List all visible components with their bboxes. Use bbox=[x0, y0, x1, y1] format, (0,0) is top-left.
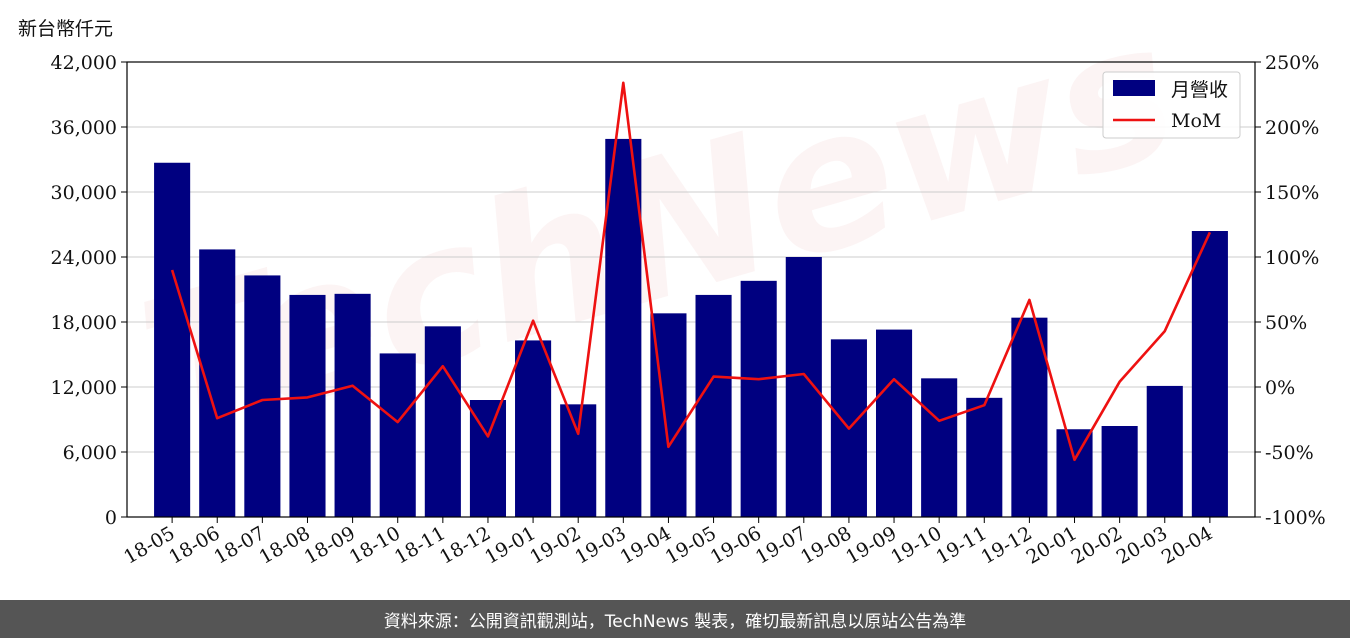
legend-bar-label: 月營收 bbox=[1171, 79, 1228, 101]
right-tick-label: 150% bbox=[1265, 182, 1319, 204]
left-tick-label: 12,000 bbox=[51, 377, 117, 399]
revenue-bar bbox=[966, 397, 1003, 517]
right-tick-label: 100% bbox=[1265, 247, 1319, 269]
left-tick-label: 18,000 bbox=[51, 312, 117, 334]
right-tick-label: 200% bbox=[1265, 117, 1319, 139]
legend-bar-swatch bbox=[1113, 80, 1155, 96]
legend: 月營收 MoM bbox=[1102, 71, 1241, 139]
x-tick-label: 20-04 bbox=[1158, 522, 1216, 568]
right-tick-label: 50% bbox=[1265, 312, 1307, 334]
x-tick-label: 18-11 bbox=[391, 522, 449, 568]
x-tick-label: 19-02 bbox=[526, 522, 584, 568]
revenue-bar bbox=[424, 326, 461, 517]
x-tick-label: 19-11 bbox=[932, 522, 990, 568]
right-tick-label: 250% bbox=[1265, 52, 1319, 74]
right-tick-label: -50% bbox=[1265, 442, 1314, 464]
revenue-bar bbox=[560, 404, 597, 517]
bar-series bbox=[154, 138, 1228, 517]
mom-line bbox=[170, 81, 1212, 462]
x-tick-label: 19-07 bbox=[752, 522, 810, 568]
revenue-bar bbox=[199, 249, 236, 517]
revenue-bar bbox=[334, 293, 371, 517]
revenue-bar bbox=[875, 329, 913, 517]
legend-line-label: MoM bbox=[1171, 110, 1221, 132]
x-tick-label: 20-02 bbox=[1068, 522, 1126, 568]
revenue-bar bbox=[740, 280, 777, 517]
x-tick-label: 19-03 bbox=[571, 522, 629, 568]
x-tick-label: 19-04 bbox=[616, 522, 674, 568]
revenue-bar bbox=[289, 294, 326, 517]
revenue-bar bbox=[1101, 426, 1138, 517]
revenue-bar bbox=[1056, 429, 1093, 517]
x-tick-label: 20-01 bbox=[1023, 522, 1081, 568]
x-tick-label: 18-12 bbox=[436, 522, 494, 568]
revenue-bar bbox=[1191, 231, 1228, 517]
x-tick-label: 18-06 bbox=[165, 522, 223, 568]
left-tick-label: 0 bbox=[105, 507, 117, 529]
x-tick-label: 19-06 bbox=[707, 522, 765, 568]
right-tick-label: 0% bbox=[1265, 377, 1295, 399]
x-tick-label: 19-01 bbox=[481, 522, 539, 568]
y-axis-unit-label: 新台幣仟元 bbox=[18, 18, 114, 40]
x-tick-label: 19-10 bbox=[887, 522, 945, 568]
revenue-bar bbox=[379, 353, 416, 517]
left-tick-label: 6,000 bbox=[63, 442, 117, 464]
x-tick-label: 18-10 bbox=[346, 522, 404, 568]
revenue-chart: 0 6,000 12,000 18,000 24,000 30,000 36,000 42,0… bbox=[51, 52, 1326, 569]
revenue-bar bbox=[695, 294, 732, 517]
x-tick-label: 18-05 bbox=[120, 522, 178, 568]
revenue-bar bbox=[921, 378, 958, 517]
x-tick-label: 19-08 bbox=[797, 522, 855, 568]
revenue-bar bbox=[244, 275, 281, 517]
revenue-bar bbox=[605, 138, 642, 517]
left-tick-label: 30,000 bbox=[51, 182, 117, 204]
source-footer: 資料來源：公開資訊觀測站，TechNews 製表，確切最新訊息以原站公告為準 bbox=[0, 600, 1350, 638]
x-tick-label: 19-12 bbox=[977, 522, 1035, 568]
left-tick-label: 36,000 bbox=[51, 117, 117, 139]
x-tick-label: 19-09 bbox=[842, 522, 900, 568]
left-tick-label: 24,000 bbox=[51, 247, 117, 269]
x-tick-label: 18-09 bbox=[301, 522, 359, 568]
plot-frame bbox=[126, 61, 1256, 518]
revenue-bar bbox=[154, 162, 191, 517]
revenue-bar bbox=[1011, 317, 1048, 517]
x-tick-label: 18-08 bbox=[256, 522, 314, 568]
revenue-bar bbox=[785, 257, 822, 517]
revenue-bar bbox=[1146, 385, 1183, 517]
revenue-bar bbox=[515, 340, 552, 517]
x-tick-label: 20-03 bbox=[1113, 522, 1171, 568]
x-tick-label: 19-05 bbox=[662, 522, 720, 568]
x-tick-label: 18-07 bbox=[210, 522, 268, 568]
line-series bbox=[170, 81, 1212, 462]
right-tick-label: -100% bbox=[1265, 507, 1326, 529]
left-tick-label: 42,000 bbox=[51, 52, 117, 74]
